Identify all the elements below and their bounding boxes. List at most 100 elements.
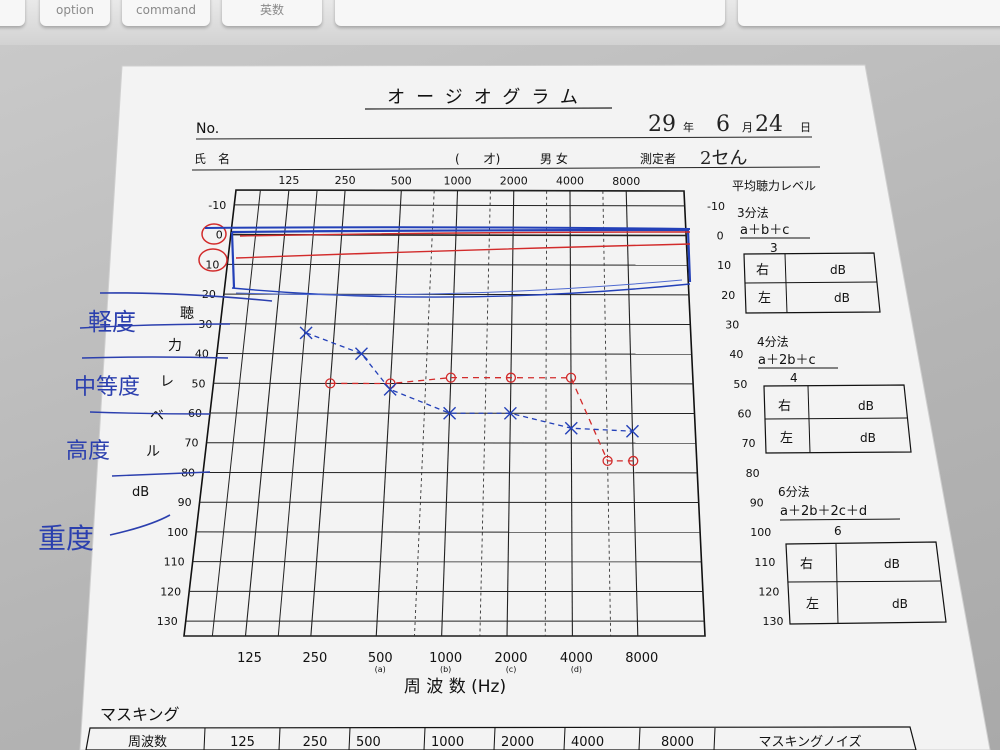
y-axis-tick-label-left: 100 xyxy=(167,526,188,539)
grid-line-horizontal xyxy=(216,353,692,355)
bottom-axis-tick-label: 4000 xyxy=(560,651,593,666)
grid-line-vertical xyxy=(211,190,261,637)
avg-method-name: 4分法 xyxy=(757,335,789,349)
annotation-severe: 高度 xyxy=(66,439,110,464)
top-axis-tick-label: 125 xyxy=(278,174,299,187)
date-day-value: 24 xyxy=(755,112,783,137)
avg-unit: dB xyxy=(884,557,900,571)
masking-header-cell: 8000 xyxy=(661,735,694,750)
avg-unit: dB xyxy=(830,263,846,277)
bottom-axis-tick-label: 250 xyxy=(302,651,327,666)
date-day-label: 日 xyxy=(800,121,811,134)
avg-left-label: 左 xyxy=(758,291,771,306)
data-point-x xyxy=(299,326,313,340)
avg-method-name: 6分法 xyxy=(778,485,810,499)
masking-header-cell: 2000 xyxy=(501,735,534,750)
data-point-x xyxy=(503,406,517,420)
examiner-value: 2セん xyxy=(700,148,747,169)
masking-cell-divider xyxy=(493,727,496,750)
grid-line-horizontal xyxy=(227,263,688,266)
avg-right-label: 右 xyxy=(800,557,813,572)
avg-method-denominator: 3 xyxy=(770,241,778,255)
keyboard-key-option: option xyxy=(40,0,110,26)
y-label-char: ベ xyxy=(150,408,164,424)
y-axis-tick-label-left: 90 xyxy=(178,496,192,509)
y-axis-tick-label-left: 130 xyxy=(157,615,178,628)
avg-method-name: 3分法 xyxy=(737,206,769,220)
avg-left-label: 左 xyxy=(806,597,819,612)
grid-line-horizontal xyxy=(213,382,694,385)
y-axis-tick-label-left: 50 xyxy=(191,377,205,390)
y-axis-tick-label-left: 10 xyxy=(205,258,219,271)
bottom-axis-sublabel: (a) xyxy=(375,665,386,674)
masking-cell-divider xyxy=(348,727,351,750)
bottom-axis-sublabel: (d) xyxy=(571,665,582,674)
y-axis-tick-label-right: -10 xyxy=(707,200,725,213)
y-label-char: ル xyxy=(146,444,160,460)
y-axis-tick-label-right: 60 xyxy=(738,408,752,421)
y-axis-tick-label-left: -10 xyxy=(208,199,226,212)
y-label-char: 聴 xyxy=(180,306,194,322)
keyboard-key xyxy=(0,0,25,26)
form-title: オージオグラム xyxy=(387,87,589,108)
avg-method-formula: a＋b＋c xyxy=(740,223,789,238)
y-axis-tick-label-right: 70 xyxy=(742,437,756,450)
data-point-circle xyxy=(505,372,517,383)
no-label: No. xyxy=(196,121,219,137)
y-axis-tick-label-right: 90 xyxy=(750,497,764,510)
data-point-circle xyxy=(628,455,639,467)
avg-left-label: 左 xyxy=(780,431,793,446)
y-axis-tick-label-right: 100 xyxy=(750,526,771,539)
annotation-moderate: 中等度 xyxy=(74,375,140,400)
masking-table: 周波数 125 250 500 1000 2000 4000 8000 マスキングノイズ xyxy=(128,727,862,750)
data-point-x xyxy=(625,424,639,438)
masking-cell-divider xyxy=(638,727,641,750)
avg-method-denominator: 6 xyxy=(834,524,842,538)
avg-3-method: 3分法 a＋b＋c 3 右 dB 左 dB xyxy=(737,206,881,314)
top-axis-tick-label: 500 xyxy=(391,174,412,187)
grid-line-vertical xyxy=(277,190,318,637)
avg-unit: dB xyxy=(858,399,874,413)
keyboard-key-space xyxy=(335,0,725,26)
keyboard-background: option command 英数 xyxy=(0,0,1000,45)
grid-line-horizontal xyxy=(235,189,685,192)
avg-right-label: 右 xyxy=(756,263,769,278)
y-axis-tick-label-left: 110 xyxy=(164,556,185,569)
paper xyxy=(80,65,990,750)
y-axis-tick-label-right: 80 xyxy=(746,467,760,480)
top-axis-tick-label: 1000 xyxy=(444,174,472,187)
avg-method-formula: a＋2b＋2c＋d xyxy=(780,504,867,519)
grid-line-vertical xyxy=(625,190,639,637)
masking-title: マスキング xyxy=(100,705,180,724)
bottom-axis-sublabel: (c) xyxy=(506,665,517,674)
avg-unit: dB xyxy=(834,291,850,305)
series-line xyxy=(330,376,634,462)
y-label-char: 力 xyxy=(168,338,182,354)
y-axis-tick-label-right: 130 xyxy=(762,615,783,628)
data-point-circle xyxy=(602,455,613,467)
y-label-char: レ xyxy=(160,374,174,390)
grid-line-horizontal xyxy=(234,204,685,207)
data-point-x xyxy=(354,347,368,361)
grid-line-dashed xyxy=(544,190,548,637)
data-point-circle xyxy=(445,372,457,383)
sex-label: 男 女 xyxy=(540,151,568,166)
data-point-circle xyxy=(325,378,336,389)
top-axis-tick-label: 4000 xyxy=(556,175,584,188)
masking-header-cell: 500 xyxy=(356,735,381,750)
grid-line-dashed xyxy=(414,190,435,637)
grid-line-dashed xyxy=(602,190,612,637)
name-label: 氏 名 xyxy=(194,151,230,166)
avg-6-method: 6分法 a＋2b＋2c＋d 6 右 dB 左 dB xyxy=(778,485,947,625)
annotation-profound: 重度 xyxy=(38,522,94,555)
hand-drawn-boundary-lines xyxy=(198,223,692,298)
keyboard-key-eisu: 英数 xyxy=(222,0,322,26)
audiogram-series xyxy=(299,326,639,467)
y-axis-tick-label-left: 120 xyxy=(160,585,181,598)
avg-unit: dB xyxy=(860,431,876,445)
masking-header-cell: マスキングノイズ xyxy=(759,734,862,750)
keyboard-key-command: command xyxy=(122,0,210,26)
y-axis-tick-label-right: 20 xyxy=(721,289,735,302)
grid-line-vertical xyxy=(569,190,573,637)
